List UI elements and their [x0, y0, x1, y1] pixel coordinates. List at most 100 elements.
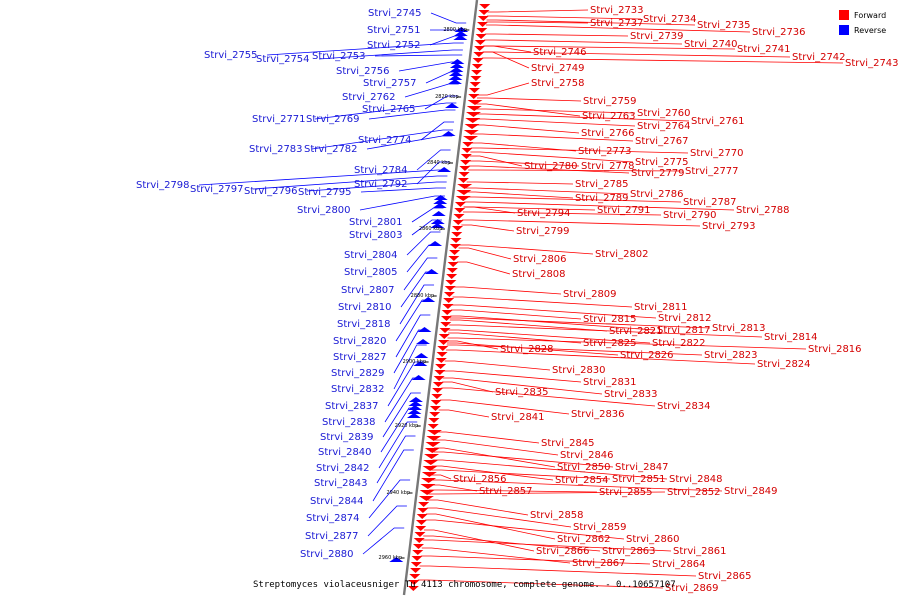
forward-gene-label: Strvi_2808	[512, 269, 566, 280]
forward-gene-feature	[422, 466, 438, 471]
reverse-gene-feature	[407, 409, 422, 414]
reverse-leader-line	[382, 392, 421, 438]
forward-gene-label: Strvi_2826	[620, 350, 674, 361]
forward-gene-feature	[446, 268, 458, 273]
reverse-leader-line	[311, 129, 454, 150]
reverse-leader-line	[360, 187, 446, 193]
leader-lines	[198, 9, 844, 589]
forward-leader-line	[427, 499, 529, 516]
reverse-gene-label: Strvi_2771	[252, 114, 306, 125]
reverse-leader-line	[406, 231, 441, 256]
forward-gene-label: Strvi_2814	[764, 332, 818, 343]
forward-gene-label: Strvi_2852	[667, 487, 721, 498]
forward-gene-feature	[465, 118, 481, 123]
forward-gene-label: Strvi_2791	[597, 205, 651, 216]
forward-gene-label: Strvi_2834	[657, 401, 711, 412]
reverse-gene-feature	[453, 35, 468, 40]
forward-leader-line	[452, 296, 633, 308]
forward-leader-line	[425, 519, 625, 540]
reverse-leader-line	[416, 149, 451, 171]
forward-gene-feature	[477, 16, 489, 21]
forward-gene-feature	[429, 412, 441, 417]
forward-gene-feature	[454, 208, 466, 213]
reverse-gene-feature	[430, 223, 445, 228]
forward-leader-line	[448, 332, 582, 344]
reverse-gene-label: Strvi_2877	[305, 531, 359, 542]
forward-gene-feature	[463, 136, 479, 141]
forward-leader-line	[487, 9, 589, 13]
forward-gene-label: Strvi_2854	[555, 475, 609, 486]
forward-gene-feature	[478, 10, 490, 15]
reverse-gene-label: Strvi_2832	[331, 384, 385, 395]
forward-gene-label: Strvi_2821	[609, 326, 663, 337]
forward-gene-label: Strvi_2770	[690, 148, 744, 159]
forward-gene-feature	[474, 40, 486, 45]
forward-gene-label: Strvi_2859	[573, 522, 627, 533]
reverse-gene-label: Strvi_2874	[306, 513, 360, 524]
forward-gene-feature	[418, 502, 430, 507]
kbp-ticks: 2800 kbp 2820 kbp 2840 kbp 2860 kbp 2880 kbp…	[379, 27, 470, 561]
forward-leader-line	[446, 344, 703, 356]
reverse-leader-line	[362, 527, 405, 555]
reverse-gene-feature	[432, 203, 447, 208]
forward-gene-feature	[468, 88, 480, 93]
forward-gene-label: Strvi_2764	[637, 121, 691, 132]
forward-leader-line	[453, 286, 562, 295]
forward-gene-feature	[412, 550, 424, 555]
forward-leader-line	[487, 15, 642, 20]
forward-leader-line	[462, 219, 701, 227]
forward-gene-label: Strvi_2851	[612, 474, 666, 485]
forward-gene-label: Strvi_2812	[658, 313, 712, 324]
forward-gene-feature	[448, 256, 460, 261]
reverse-gene-feature	[450, 59, 465, 64]
forward-gene-feature	[409, 574, 421, 579]
forward-gene-feature	[445, 280, 457, 285]
forward-gene-feature	[410, 568, 422, 573]
reverse-gene-label: Strvi_2754	[256, 54, 310, 65]
forward-gene-label: Strvi_2857	[479, 486, 533, 497]
reverse-gene-feature	[454, 27, 469, 32]
reverse-gene-label: Strvi_2820	[333, 336, 387, 347]
forward-leader-line	[450, 309, 582, 320]
reverse-leader-line	[368, 479, 411, 519]
reverse-leader-line	[368, 109, 456, 120]
reverse-gene-label: Strvi_2792	[354, 179, 408, 190]
forward-leader-line	[425, 513, 556, 540]
forward-gene-label: Strvi_2865	[698, 571, 752, 582]
reverse-gene-label: Strvi_2784	[354, 165, 408, 176]
reverse-gene-feature	[437, 167, 452, 172]
forward-leader-line	[486, 21, 589, 24]
forward-leader-line	[464, 201, 735, 211]
forward-leader-line	[449, 319, 608, 332]
forward-leader-line	[441, 387, 656, 407]
reverse-gene-feature	[449, 67, 464, 72]
forward-gene-feature	[437, 346, 449, 351]
forward-leader-line	[423, 535, 601, 552]
forward-gene-feature	[457, 178, 469, 183]
forward-gene-feature	[429, 406, 441, 411]
reverse-leader-line	[420, 121, 455, 141]
forward-gene-label: Strvi_2850	[557, 462, 611, 473]
forward-leader-line	[470, 147, 689, 154]
kbp-tick-label: 2840 kbp	[427, 160, 451, 166]
forward-gene-label: Strvi_2767	[635, 136, 689, 147]
forward-leader-line	[471, 142, 577, 152]
legend-swatch	[839, 10, 849, 20]
chromosome-backbone	[402, 0, 479, 596]
reverse-gene-label: Strvi_2796	[244, 186, 298, 197]
forward-gene-label: Strvi_2802	[595, 249, 649, 260]
forward-gene-feature	[461, 148, 473, 153]
reverse-gene-label: Strvi_2762	[342, 92, 396, 103]
forward-gene-feature	[407, 586, 419, 591]
legend-label: Reverse	[854, 26, 886, 35]
forward-gene-label: Strvi_2861	[673, 546, 727, 557]
reverse-gene-feature	[413, 361, 428, 366]
forward-leader-line	[476, 97, 582, 102]
reverse-gene-label: Strvi_2765	[362, 104, 416, 115]
forward-leader-line	[435, 439, 559, 456]
reverse-gene-label: Strvi_2801	[349, 217, 403, 228]
forward-leader-line	[465, 187, 629, 195]
forward-gene-feature	[479, 4, 491, 9]
forward-leader-line	[466, 181, 574, 185]
forward-gene-feature	[435, 358, 447, 363]
